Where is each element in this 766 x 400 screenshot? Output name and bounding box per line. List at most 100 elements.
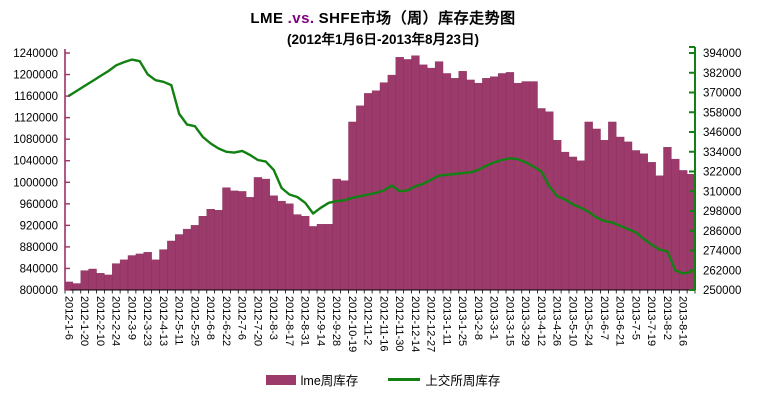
lme-bar — [135, 253, 144, 291]
x-tick-label: 2012-11-16 — [377, 296, 389, 351]
lme-bar — [206, 208, 215, 291]
x-tick-label: 2012-11-30 — [393, 296, 405, 351]
x-tick-label: 2012-5-11 — [173, 296, 185, 345]
left-axis-label: 1120000 — [14, 113, 58, 125]
lme-bar — [324, 224, 333, 291]
right-axis-label: 250000 — [703, 285, 741, 297]
lme-bar — [198, 216, 207, 291]
right-axis-label: 274000 — [703, 246, 741, 258]
x-tick-label: 2012-4-13 — [157, 296, 169, 346]
lme-bar — [293, 214, 302, 291]
x-tick-label: 2013-5-24 — [582, 296, 594, 346]
lme-bar — [175, 234, 184, 291]
x-tick-label: 2012-10-19 — [346, 296, 358, 352]
lme-bar — [568, 156, 578, 291]
lme-bar — [340, 180, 349, 291]
x-tick-label: 2012-1-20 — [78, 296, 90, 346]
x-tick-label: 2012-8-17 — [283, 296, 295, 346]
lme-bar — [592, 128, 601, 291]
x-tick-label: 2012-6-22 — [220, 296, 232, 346]
lme-bar — [80, 270, 89, 291]
x-tick-label: 2013-3-15 — [503, 296, 515, 346]
lme-bar — [474, 82, 483, 291]
chart-title: LME .vs. SHFE市场（周）库存走势图 — [0, 7, 766, 28]
lme-bar — [222, 187, 231, 291]
lme-bar — [127, 255, 137, 291]
x-tick-label: 2012-11-2 — [362, 296, 374, 345]
lme-bar — [261, 178, 270, 291]
shfe-line-swatch — [388, 378, 421, 381]
lme-bar — [639, 153, 648, 291]
x-tick-label: 2013-4-12 — [535, 296, 547, 346]
x-tick-label: 2012-12-14 — [409, 296, 421, 352]
left-axis-label: 1040000 — [13, 156, 58, 168]
right-axis-label: 394000 — [703, 48, 741, 60]
right-axis-label: 286000 — [703, 226, 741, 238]
legend-item-lme: lme周库存 — [265, 370, 358, 389]
lme-bar — [490, 76, 499, 291]
title-market: SHFE市场（周）库存走势图 — [318, 10, 516, 27]
lme-bar — [505, 72, 515, 291]
x-tick-label: 2012-9-28 — [330, 296, 342, 346]
lme-bar — [285, 203, 294, 291]
lme-bar — [450, 78, 459, 291]
legend-item-shfe: 上交所周库存 — [388, 370, 500, 389]
x-tick-label: 2013-6-7 — [598, 296, 610, 340]
lme-bar — [521, 81, 530, 291]
lme-bar — [497, 73, 507, 291]
lme-bar — [623, 141, 633, 291]
lme-bar — [332, 178, 341, 291]
shfe-legend-label: 上交所周库存 — [425, 374, 501, 388]
lme-bar — [96, 273, 105, 291]
lme-bar — [245, 197, 255, 291]
lme-bar — [553, 140, 562, 291]
lme-bar — [316, 224, 326, 291]
x-tick-label: 2013-8-2 — [661, 296, 673, 340]
lme-bar — [411, 55, 420, 291]
x-tick-label: 2013-1-11 — [440, 296, 452, 345]
lme-bar — [560, 151, 570, 291]
lme-bar — [104, 274, 113, 291]
lme-bar — [214, 210, 223, 291]
right-axis-label: 262000 — [703, 265, 741, 277]
right-axis-label: 346000 — [703, 127, 741, 139]
lme-bar — [143, 252, 152, 291]
left-axis-label: 960000 — [20, 199, 58, 211]
x-tick-label: 2012-1-6 — [62, 296, 74, 340]
x-tick-label: 2012-3-9 — [125, 296, 137, 340]
lme-bar — [458, 71, 467, 291]
lme-bar — [600, 140, 609, 291]
lme-bar — [608, 121, 617, 291]
right-axis-label: 322000 — [703, 167, 741, 179]
lme-bar — [230, 190, 239, 291]
x-tick-label: 2013-1-25 — [456, 296, 468, 346]
lme-bar — [301, 216, 310, 291]
lme-bar — [403, 59, 412, 291]
lme-bar-swatch — [265, 374, 296, 385]
x-tick-label: 2012-12-27 — [425, 296, 437, 352]
left-axis-label: 1080000 — [13, 134, 58, 146]
lme-bar — [72, 283, 81, 291]
x-tick-label: 2012-2-10 — [94, 296, 106, 346]
chart-subtitle: (2012年1月6日-2013年8月23日) — [286, 32, 480, 47]
left-axis-label: 840000 — [20, 263, 58, 275]
x-tick-label: 2012-9-14 — [314, 296, 326, 346]
left-axis-label: 1000000 — [13, 177, 58, 189]
lme-bar — [647, 162, 656, 291]
lme-bar — [348, 121, 357, 291]
lme-bar — [379, 82, 389, 291]
x-tick-label: 2012-2-24 — [110, 296, 122, 346]
left-axis-label: 1160000 — [14, 91, 58, 103]
lme-bar — [167, 240, 176, 291]
legend: lme周库存 上交所周库存 — [0, 370, 766, 389]
x-tick-label: 2012-6-8 — [204, 296, 216, 340]
left-axis-label: 1200000 — [13, 70, 58, 82]
lme-bar — [513, 82, 522, 291]
lme-bar — [364, 93, 373, 291]
x-tick-label: 2013-2-8 — [472, 296, 484, 340]
x-tick-label: 2012-7-20 — [251, 296, 263, 346]
lme-bar — [151, 259, 160, 291]
lme-bar — [655, 175, 664, 291]
left-axis-label: 920000 — [20, 220, 58, 232]
title-lme: LME — [250, 10, 284, 27]
